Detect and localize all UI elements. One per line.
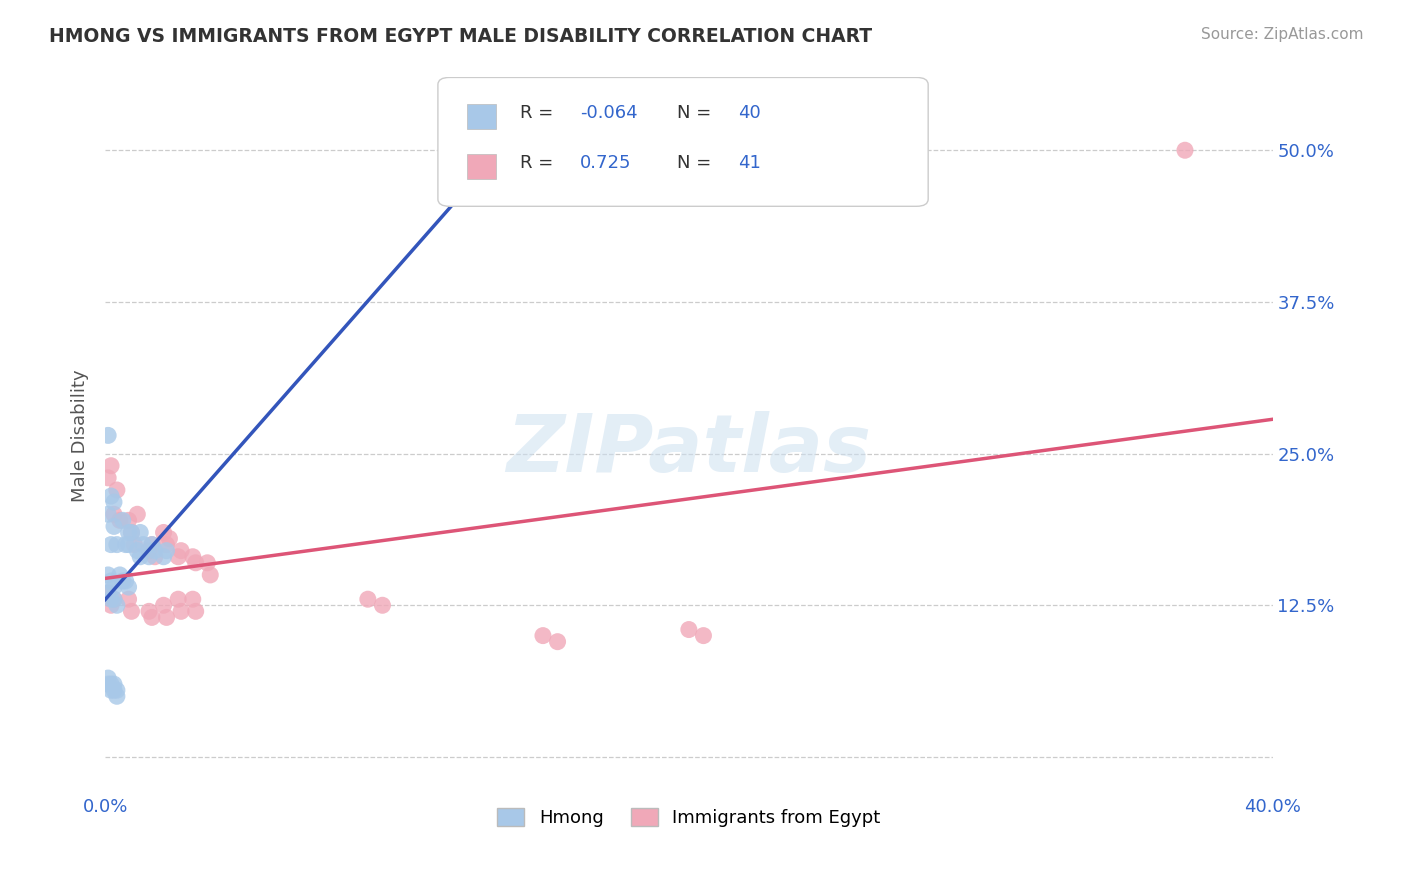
Point (184, 556, 207, 570)
Point (181, 592, 204, 607)
Legend: Hmong, Immigrants from Egypt: Hmong, Immigrants from Egypt (491, 801, 887, 834)
Text: N =: N = (678, 104, 717, 122)
Point (103, 495, 125, 509)
Point (97, 568, 120, 582)
Point (155, 543, 177, 558)
Text: N =: N = (678, 154, 717, 172)
Point (103, 519, 125, 533)
Text: ZIPatlas: ZIPatlas (506, 410, 872, 489)
Y-axis label: Male Disability: Male Disability (72, 369, 89, 501)
Text: R =: R = (520, 154, 558, 172)
Point (97, 428, 120, 442)
Point (97, 671, 120, 685)
Point (108, 568, 131, 582)
Point (121, 604, 143, 618)
Point (121, 525, 143, 540)
Point (105, 483, 128, 497)
Point (141, 610, 163, 624)
Point (155, 610, 177, 624)
Text: -0.064: -0.064 (581, 104, 638, 122)
Point (100, 592, 122, 607)
Point (100, 538, 122, 552)
Point (141, 538, 163, 552)
Point (157, 532, 180, 546)
Point (100, 599, 122, 613)
Text: Source: ZipAtlas.com: Source: ZipAtlas.com (1201, 27, 1364, 42)
Point (138, 543, 160, 558)
Point (121, 525, 143, 540)
Point (117, 592, 139, 607)
Point (127, 543, 149, 558)
Point (132, 538, 155, 552)
Point (152, 599, 174, 613)
Point (1174, 143, 1197, 157)
Point (127, 508, 149, 522)
Point (97, 508, 120, 522)
Point (181, 549, 204, 564)
Point (200, 568, 222, 582)
Point (114, 574, 136, 588)
Point (100, 683, 122, 698)
Point (100, 574, 122, 588)
Text: 40: 40 (738, 104, 761, 122)
Point (103, 592, 125, 607)
Point (97, 586, 120, 600)
Text: 41: 41 (738, 154, 761, 172)
Point (108, 513, 131, 527)
Point (152, 525, 174, 540)
FancyBboxPatch shape (467, 104, 496, 129)
Point (167, 549, 190, 564)
Point (692, 629, 714, 643)
Point (103, 508, 125, 522)
Point (129, 549, 152, 564)
Point (100, 458, 122, 473)
Point (357, 592, 380, 607)
Point (184, 604, 207, 618)
Point (547, 634, 569, 648)
Point (111, 574, 134, 588)
Point (117, 538, 139, 552)
FancyBboxPatch shape (467, 154, 496, 179)
Point (103, 580, 125, 594)
Point (143, 543, 166, 558)
Point (105, 538, 128, 552)
Point (103, 592, 125, 607)
Point (105, 690, 128, 704)
FancyBboxPatch shape (437, 78, 928, 206)
Point (105, 599, 128, 613)
Point (170, 543, 193, 558)
Text: HMONG VS IMMIGRANTS FROM EGYPT MALE DISABILITY CORRELATION CHART: HMONG VS IMMIGRANTS FROM EGYPT MALE DISA… (49, 27, 872, 45)
Point (129, 525, 152, 540)
Point (195, 556, 218, 570)
Point (103, 683, 125, 698)
Point (100, 489, 122, 503)
Point (531, 629, 554, 643)
Point (167, 592, 190, 607)
Point (97, 677, 120, 691)
Point (105, 683, 128, 698)
Point (138, 549, 160, 564)
Point (117, 513, 139, 527)
Point (97, 586, 120, 600)
Point (117, 580, 139, 594)
Point (97, 471, 120, 485)
Point (170, 604, 193, 618)
Point (138, 604, 160, 618)
Point (117, 525, 139, 540)
Point (143, 549, 166, 564)
Point (152, 549, 174, 564)
Point (155, 538, 177, 552)
Point (141, 538, 163, 552)
Point (111, 513, 134, 527)
Point (103, 677, 125, 691)
Point (371, 599, 394, 613)
Text: 0.725: 0.725 (581, 154, 631, 172)
Point (100, 677, 122, 691)
Text: R =: R = (520, 104, 558, 122)
Point (678, 623, 700, 637)
Point (124, 538, 146, 552)
Point (114, 538, 136, 552)
